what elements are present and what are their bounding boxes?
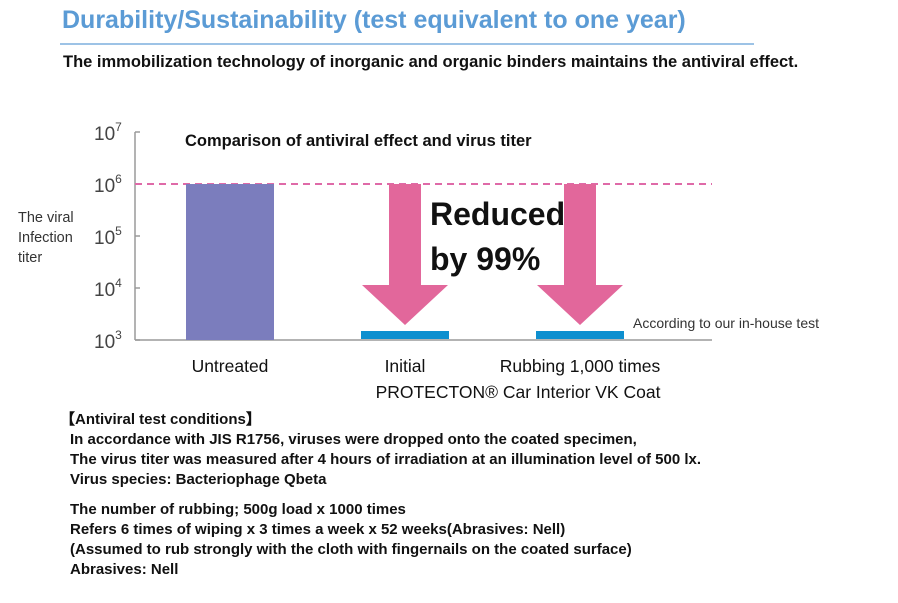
x-category-label: Rubbing 1,000 times	[500, 356, 661, 376]
y-axis-label-line: Infection	[18, 230, 73, 246]
chart-title: Comparison of antiviral effect and virus…	[185, 132, 532, 150]
reduction-annotation: by 99%	[430, 241, 540, 277]
y-tick-label: 103	[94, 328, 122, 353]
bar-1	[361, 331, 449, 339]
y-tick-exponent: 4	[115, 276, 122, 290]
inhouse-test-note: According to our in-house test	[633, 315, 819, 331]
y-tick-base: 10	[94, 280, 115, 301]
rubbing-line: Refers 6 times of wiping x 3 times a wee…	[70, 521, 566, 538]
x-category-label: Untreated	[192, 356, 269, 376]
y-tick-label: 107	[94, 120, 122, 145]
y-tick-exponent: 5	[115, 224, 122, 238]
bar-0	[186, 184, 274, 340]
title-underline	[60, 43, 754, 45]
conditions-line: Virus species: Bacteriophage Qbeta	[70, 471, 327, 488]
y-tick-base: 10	[94, 332, 115, 353]
rubbing-line: Abrasives: Nell	[70, 561, 179, 578]
product-group-label: PROTECTON® Car Interior VK Coat	[376, 382, 661, 402]
y-tick-exponent: 6	[115, 172, 122, 186]
conditions-line: The virus titer was measured after 4 hou…	[70, 451, 702, 468]
page-title: Durability/Sustainability (test equivale…	[62, 6, 686, 34]
reduction-annotation: Reduced	[430, 196, 565, 232]
test-conditions: 【Antiviral test conditions】 In accordanc…	[60, 410, 701, 580]
rubbing-line: (Assumed to rub strongly with the cloth …	[70, 541, 632, 558]
y-tick-label: 106	[94, 172, 122, 197]
bar-2	[536, 331, 624, 339]
y-axis-label-line: The viral	[18, 210, 74, 226]
x-category-label: Initial	[385, 356, 426, 376]
y-tick-label: 105	[94, 224, 122, 249]
conditions-heading: 【Antiviral test conditions】	[60, 411, 261, 428]
y-axis-label-line: titer	[18, 250, 42, 266]
y-tick-base: 10	[94, 124, 115, 145]
y-tick-exponent: 7	[115, 120, 122, 134]
rubbing-line: The number of rubbing; 500g load x 1000 …	[70, 501, 406, 518]
reduction-arrow	[537, 184, 623, 325]
y-tick-label: 104	[94, 276, 122, 301]
y-tick-exponent: 3	[115, 328, 122, 342]
y-tick-base: 10	[94, 176, 115, 197]
conditions-line: In accordance with JIS R1756, viruses we…	[70, 431, 637, 448]
page-subtitle: The immobilization technology of inorgan…	[63, 53, 799, 71]
reduction-arrow	[362, 184, 448, 325]
y-tick-base: 10	[94, 228, 115, 249]
